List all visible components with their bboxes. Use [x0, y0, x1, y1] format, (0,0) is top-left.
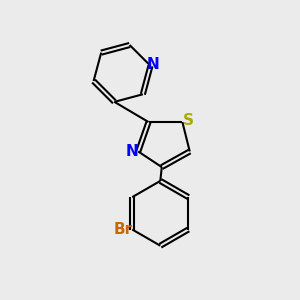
Text: N: N [125, 144, 138, 159]
Text: S: S [183, 113, 194, 128]
Text: Br: Br [113, 222, 132, 237]
Text: N: N [146, 57, 159, 72]
